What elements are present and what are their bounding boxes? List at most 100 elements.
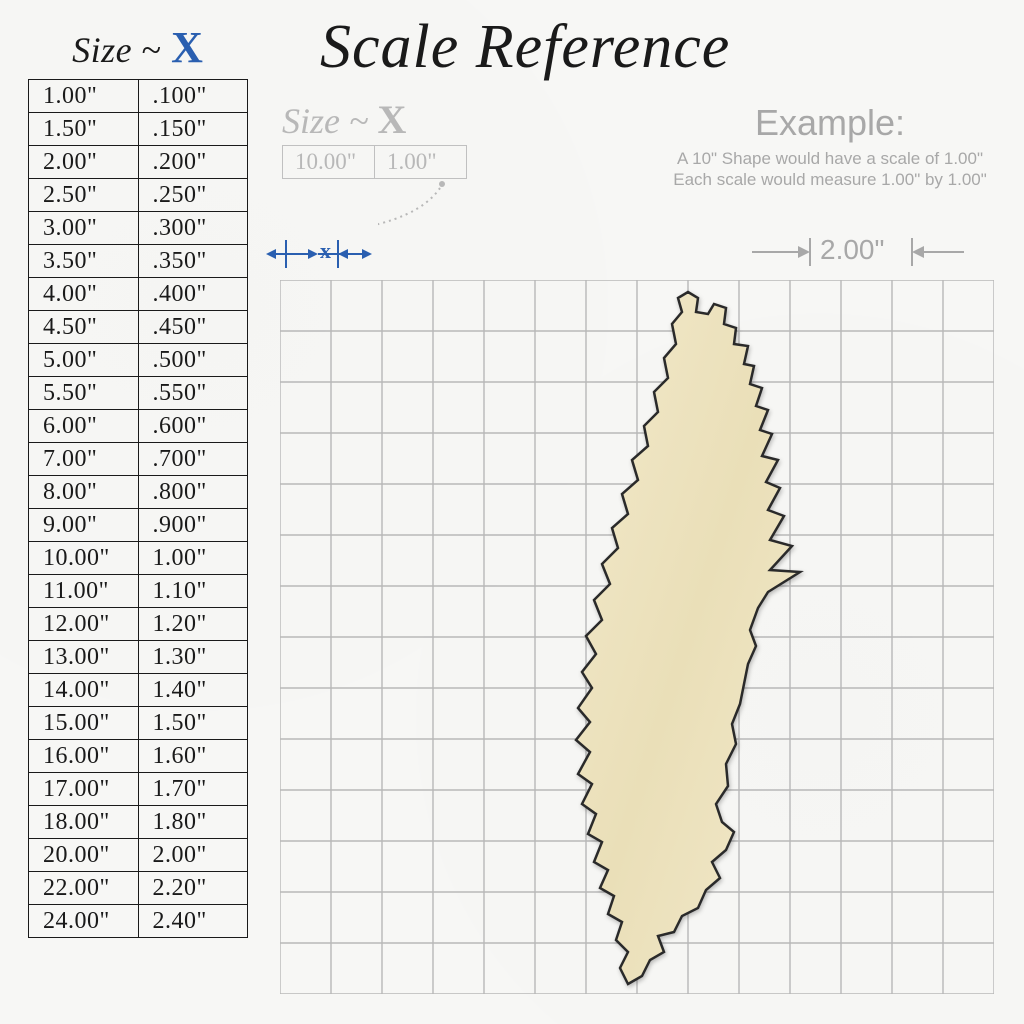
example-block: Example: A 10" Shape would have a scale …	[660, 102, 1000, 191]
table-row: 16.00"1.60"	[29, 740, 248, 773]
example-line-2: Each scale would measure 1.00" by 1.00"	[660, 169, 1000, 190]
size-table-header: Size ~ X	[28, 18, 248, 79]
grid-panel	[280, 280, 994, 994]
size-cell: 8.00"	[29, 476, 139, 509]
scale-cell: .800"	[138, 476, 248, 509]
x-marker-label: x	[320, 238, 331, 264]
demo-header-size: Size	[282, 101, 340, 141]
scale-cell: 1.50"	[138, 707, 248, 740]
table-row: 1.50".150"	[29, 113, 248, 146]
scale-cell: .450"	[138, 311, 248, 344]
demo-cell-size: 10.00"	[283, 146, 375, 179]
size-cell: 4.00"	[29, 278, 139, 311]
page-title: Scale Reference	[320, 12, 730, 83]
table-row: 13.00"1.30"	[29, 641, 248, 674]
scale-cell: .350"	[138, 245, 248, 278]
size-cell: 5.50"	[29, 377, 139, 410]
demo-header-dash: ~	[349, 101, 368, 141]
table-row: 14.00"1.40"	[29, 674, 248, 707]
size-cell: 9.00"	[29, 509, 139, 542]
table-row: 8.00".800"	[29, 476, 248, 509]
scale-cell: .400"	[138, 278, 248, 311]
table-row: 1.00".100"	[29, 80, 248, 113]
size-cell: 20.00"	[29, 839, 139, 872]
table-row: 4.00".400"	[29, 278, 248, 311]
scale-cell: 1.70"	[138, 773, 248, 806]
size-cell: 6.00"	[29, 410, 139, 443]
scale-cell: .250"	[138, 179, 248, 212]
table-row: 20.00"2.00"	[29, 839, 248, 872]
scale-cell: 1.20"	[138, 608, 248, 641]
scale-cell: .550"	[138, 377, 248, 410]
demo-header: Size ~ X	[282, 96, 467, 143]
table-row: 4.50".450"	[29, 311, 248, 344]
size-cell: 24.00"	[29, 905, 139, 938]
size-cell: 1.00"	[29, 80, 139, 113]
size-cell: 1.50"	[29, 113, 139, 146]
scale-cell: .150"	[138, 113, 248, 146]
table-row: 2.00".200"	[29, 146, 248, 179]
example-title: Example:	[660, 102, 1000, 144]
scale-cell: 1.40"	[138, 674, 248, 707]
table-row: 17.00"1.70"	[29, 773, 248, 806]
example-line-1: A 10" Shape would have a scale of 1.00"	[660, 148, 1000, 169]
scale-cell: 1.60"	[138, 740, 248, 773]
size-cell: 5.00"	[29, 344, 139, 377]
size-cell: 2.00"	[29, 146, 139, 179]
two-marker-label: 2.00"	[820, 234, 884, 266]
table-row: 6.00".600"	[29, 410, 248, 443]
size-cell: 7.00"	[29, 443, 139, 476]
table-row: 5.50".550"	[29, 377, 248, 410]
scale-cell: .700"	[138, 443, 248, 476]
two-inch-marker: 2.00"	[748, 232, 968, 272]
table-row: 11.00"1.10"	[29, 575, 248, 608]
scale-cell: 1.80"	[138, 806, 248, 839]
size-cell: 14.00"	[29, 674, 139, 707]
size-cell: 10.00"	[29, 542, 139, 575]
table-row: 5.00".500"	[29, 344, 248, 377]
scale-cell: 1.00"	[138, 542, 248, 575]
scale-cell: 1.30"	[138, 641, 248, 674]
scale-cell: .600"	[138, 410, 248, 443]
grid-icon	[280, 280, 994, 994]
scale-cell: .300"	[138, 212, 248, 245]
demo-size-box: Size ~ X 10.00" 1.00"	[282, 96, 467, 179]
dotted-arrow-icon	[378, 180, 458, 240]
table-row: 24.00"2.40"	[29, 905, 248, 938]
size-cell: 11.00"	[29, 575, 139, 608]
size-cell: 3.50"	[29, 245, 139, 278]
table-row: 9.00".900"	[29, 509, 248, 542]
size-cell: 12.00"	[29, 608, 139, 641]
scale-cell: .500"	[138, 344, 248, 377]
table-row: 7.00".700"	[29, 443, 248, 476]
table-row: 10.00"1.00"	[29, 542, 248, 575]
size-header-dash: ~	[142, 30, 162, 70]
scale-cell: .900"	[138, 509, 248, 542]
size-header-x: X	[171, 23, 204, 72]
table-row: 18.00"1.80"	[29, 806, 248, 839]
table-row: 22.00"2.20"	[29, 872, 248, 905]
table-row: 3.00".300"	[29, 212, 248, 245]
size-cell: 3.00"	[29, 212, 139, 245]
size-table-panel: Size ~ X 1.00".100"1.50".150"2.00".200"2…	[28, 18, 248, 938]
size-cell: 18.00"	[29, 806, 139, 839]
table-row: 3.50".350"	[29, 245, 248, 278]
scale-cell: .100"	[138, 80, 248, 113]
table-row: 12.00"1.20"	[29, 608, 248, 641]
scale-cell: 2.40"	[138, 905, 248, 938]
size-header-size: Size	[72, 30, 132, 70]
size-cell: 4.50"	[29, 311, 139, 344]
table-row: 2.50".250"	[29, 179, 248, 212]
scale-cell: 1.10"	[138, 575, 248, 608]
size-cell: 13.00"	[29, 641, 139, 674]
table-row: 15.00"1.50"	[29, 707, 248, 740]
size-table: 1.00".100"1.50".150"2.00".200"2.50".250"…	[28, 79, 248, 938]
scale-cell: 2.20"	[138, 872, 248, 905]
x-width-marker: x	[278, 236, 378, 272]
size-cell: 15.00"	[29, 707, 139, 740]
size-cell: 17.00"	[29, 773, 139, 806]
scale-cell: .200"	[138, 146, 248, 179]
size-cell: 22.00"	[29, 872, 139, 905]
demo-cell-scale: 1.00"	[375, 146, 467, 179]
demo-table: 10.00" 1.00"	[282, 145, 467, 179]
